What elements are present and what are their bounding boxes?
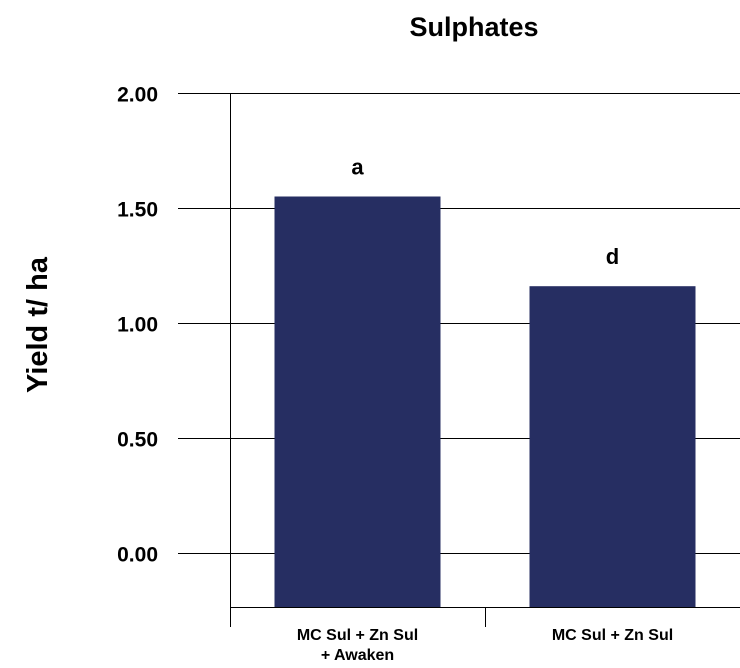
y-tick-labels: 2.00 1.50 1.00 0.50 0.00	[117, 84, 158, 567]
axes	[230, 93, 740, 627]
x-category-label: MC Sul + Zn Sul	[552, 627, 673, 644]
x-category-label: MC Sul + Zn Sul	[297, 627, 418, 644]
y-tick-label: 2.00	[117, 84, 158, 107]
x-category-label: + Awaken	[321, 647, 394, 664]
y-tick-label: 1.00	[117, 314, 158, 337]
bar-significance-labels: ad	[351, 155, 619, 270]
y-tick-label: 1.50	[117, 199, 158, 222]
chart-title: Sulphates	[409, 12, 538, 42]
bar-significance-label: d	[606, 244, 619, 269]
bar-significance-label: a	[351, 155, 364, 180]
x-category-labels: MC Sul + Zn Sul + Awaken MC Sul + Zn Sul	[297, 627, 673, 664]
bar	[274, 196, 441, 607]
bar	[529, 286, 696, 607]
y-tick-label: 0.00	[117, 544, 158, 567]
y-tick-label: 0.50	[117, 429, 158, 452]
y-axis-label: Yield t/ ha	[22, 256, 54, 393]
bars	[274, 196, 696, 607]
